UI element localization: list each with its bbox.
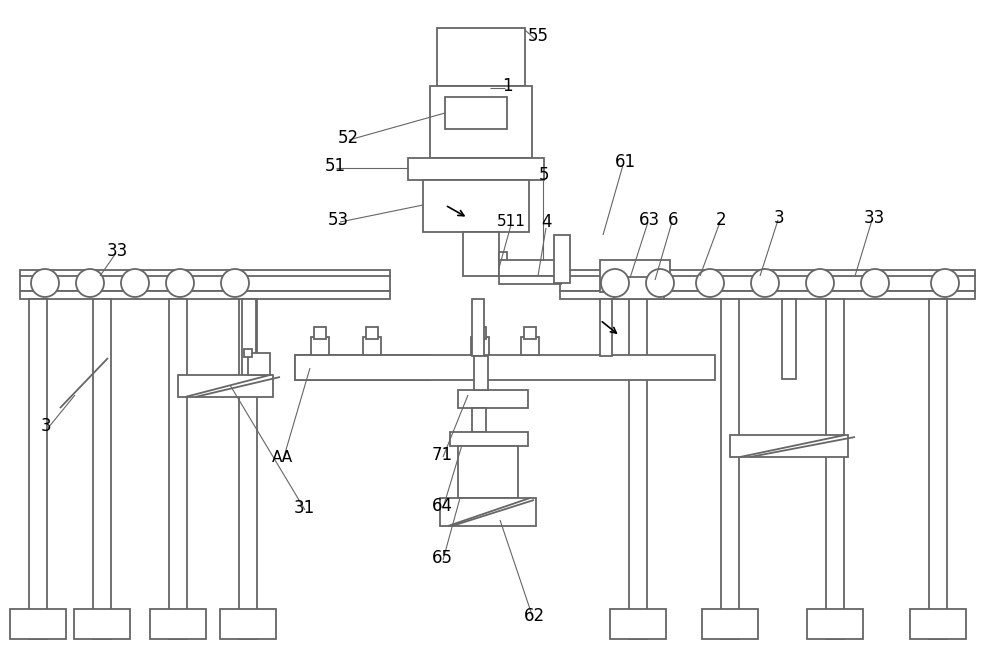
Bar: [702, 609, 758, 639]
Text: 63: 63: [638, 211, 660, 229]
Bar: [782, 299, 796, 379]
Circle shape: [31, 269, 59, 297]
Text: 53: 53: [327, 211, 349, 229]
Text: 61: 61: [614, 153, 636, 171]
Circle shape: [166, 269, 194, 297]
Bar: [10, 609, 66, 639]
Bar: [20, 291, 390, 299]
Bar: [472, 408, 486, 432]
Bar: [629, 299, 647, 639]
Bar: [600, 299, 612, 356]
Circle shape: [931, 269, 959, 297]
Text: 4: 4: [542, 213, 552, 231]
Text: 52: 52: [337, 129, 359, 147]
Bar: [430, 86, 532, 158]
Circle shape: [646, 269, 674, 297]
Text: 71: 71: [431, 446, 453, 464]
Circle shape: [76, 269, 104, 297]
Text: 6: 6: [668, 211, 678, 229]
Circle shape: [121, 269, 149, 297]
Bar: [929, 299, 947, 639]
Text: 3: 3: [41, 417, 51, 435]
Bar: [721, 299, 739, 639]
Circle shape: [696, 269, 724, 297]
Bar: [730, 435, 848, 457]
Bar: [450, 432, 528, 446]
Bar: [244, 349, 252, 357]
Bar: [499, 252, 507, 276]
Bar: [445, 97, 507, 129]
Circle shape: [221, 269, 249, 297]
Bar: [93, 299, 111, 639]
Text: 62: 62: [523, 607, 545, 625]
Bar: [437, 28, 525, 86]
Circle shape: [751, 269, 779, 297]
Bar: [910, 609, 966, 639]
Bar: [600, 260, 670, 292]
Text: AA: AA: [271, 451, 293, 466]
Bar: [242, 299, 256, 384]
Bar: [560, 270, 975, 276]
Text: 31: 31: [293, 499, 315, 517]
Text: 5: 5: [539, 166, 549, 184]
Bar: [220, 609, 276, 639]
Bar: [807, 609, 863, 639]
Text: 3: 3: [774, 209, 784, 227]
Bar: [471, 337, 489, 355]
Circle shape: [861, 269, 889, 297]
Bar: [408, 158, 544, 180]
Bar: [499, 260, 561, 276]
Text: 2: 2: [716, 211, 726, 229]
Bar: [74, 609, 130, 639]
Bar: [178, 375, 273, 397]
Bar: [295, 355, 715, 380]
Bar: [610, 609, 666, 639]
Text: 1: 1: [502, 77, 512, 95]
Bar: [458, 446, 518, 498]
Circle shape: [601, 269, 629, 297]
Text: 511: 511: [497, 215, 525, 230]
Bar: [295, 355, 430, 380]
Bar: [524, 327, 536, 339]
Bar: [474, 356, 488, 390]
Bar: [472, 299, 484, 356]
Bar: [463, 232, 499, 276]
Bar: [20, 275, 390, 291]
Bar: [560, 275, 975, 291]
Bar: [150, 609, 206, 639]
Bar: [521, 337, 539, 355]
Bar: [29, 299, 47, 639]
Bar: [366, 327, 378, 339]
Bar: [239, 299, 257, 639]
Bar: [474, 327, 486, 339]
Bar: [560, 291, 975, 299]
Bar: [314, 327, 326, 339]
Bar: [20, 270, 390, 276]
Bar: [248, 353, 270, 375]
Bar: [826, 299, 844, 639]
Text: 33: 33: [863, 209, 885, 227]
Bar: [554, 235, 570, 283]
Text: 65: 65: [432, 549, 452, 567]
Text: 55: 55: [528, 27, 548, 45]
Bar: [169, 299, 187, 639]
Text: 51: 51: [324, 157, 346, 175]
Text: 33: 33: [106, 242, 128, 260]
Bar: [311, 337, 329, 355]
Bar: [458, 390, 528, 408]
Text: 64: 64: [432, 497, 452, 515]
Bar: [363, 337, 381, 355]
Bar: [440, 498, 536, 526]
Bar: [499, 276, 561, 284]
Bar: [423, 180, 529, 232]
Bar: [614, 277, 664, 299]
Circle shape: [806, 269, 834, 297]
